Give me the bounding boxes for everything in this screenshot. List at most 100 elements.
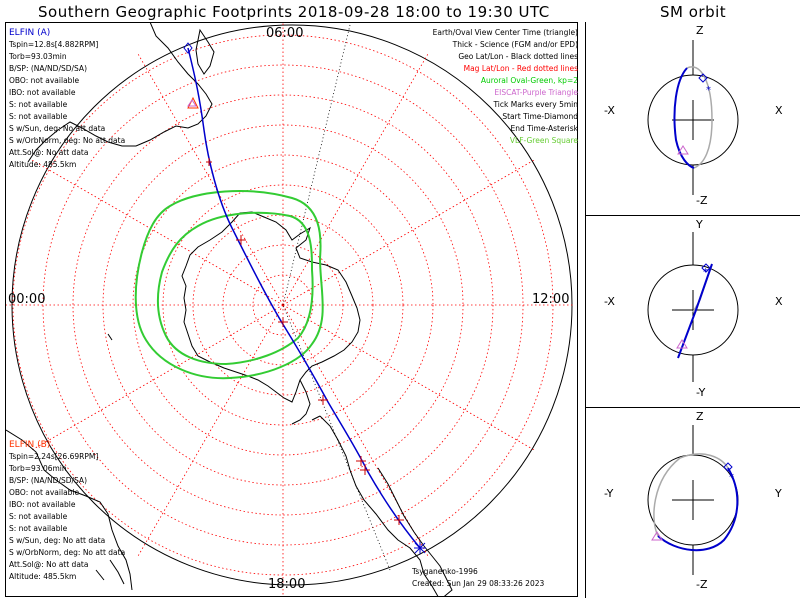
sm3-top-label: Z [696,410,704,423]
south-america-outline [311,415,439,596]
elfin-b-info-line: Att.Sol@: No att data [9,560,89,569]
elfin-b-info-line: Torb=93.06min [9,464,67,473]
start-diamond [183,42,193,54]
elfin-b-info-line: OBO: not available [9,488,80,497]
mag-lon-line [137,53,284,306]
hour-label-top: 06:00 [266,26,304,41]
madagascar-outline [195,28,215,75]
elfin-a-info: ELFIN (A) Tspin=12.8s[4.882RPM] Torb=93.0… [9,27,125,171]
geo-grid-lines [282,24,391,571]
sm2-right-label: X [775,295,783,308]
tick-mark [278,317,288,327]
sm2-left-label: -X [604,295,615,308]
elfin-a-info-line: Torb=93.03min [9,52,67,61]
sm2-bottom-label: -Y [696,386,706,399]
antarctica-outline [181,211,361,403]
map-frame [5,22,578,597]
elfin-a-info-line: B/SP: (NA/ND/SD/SA) [9,64,87,73]
australia-outline [6,429,133,591]
tick-mark [360,465,370,475]
mag-lon-line [31,159,284,306]
svg-text:*: * [729,472,734,483]
sm-panel-yz: * [647,425,739,575]
sm3-right-label: Y [775,487,782,500]
mag-lon-line [282,159,535,306]
mag-grid-lines [6,23,573,595]
elfin-a-info-line: Altitude: 485.5km [9,160,77,169]
tick-mark [356,456,366,466]
elfin-a-name: ELFIN (A) [9,28,51,38]
legend-item: Auroral Oval-Green, kp=2 [480,76,578,85]
sm-orbit-title: SM orbit [660,3,727,21]
polar-map [6,23,573,596]
legend: Earth/Oval View Center Time (triangle) Th… [433,27,578,147]
elfin-a-info-line: S w/OrbNorm, deg: No att data [9,136,126,145]
elfin-b-info-line: S w/OrbNorm, deg: No att data [9,548,126,557]
svg-text:*: * [703,267,708,278]
kerguelen-islands [107,333,113,341]
svg-text:*: * [706,85,711,96]
legend-item: Mag Lat/Lon - Red dotted lines [463,64,578,73]
antarctic-peninsula [291,379,311,425]
model-credit: Tsyganenko-1996 [412,567,478,576]
mag-lon-line [282,304,429,557]
auroral-oval-inner [156,211,314,366]
hour-label-right: 12:00 [532,292,570,307]
legend-item: EISCAT-Purple Triangle [494,88,578,97]
elfin-b-info-line: Altitude: 485.5km [9,572,77,581]
elfin-b-info-line: S w/Sun, deg: No att data [9,536,106,545]
sm2-top-label: Y [696,218,703,231]
elfin-b-info-line: S: not available [9,512,68,521]
sm1-top-label: Z [696,24,704,37]
elfin-a-info-line: OBO: not available [9,76,80,85]
elfin-a-info-line: S w/Sun, deg: No att data [9,124,106,133]
elfin-b-info-line: S: not available [9,524,68,533]
new-zealand-outline [95,559,125,585]
eiscat-triangle [187,99,197,107]
tick-mark [318,395,328,405]
tick-mark [394,515,404,525]
map-title: Southern Geographic Footprints 2018-09-2… [38,3,550,21]
elfin-b-info-line: IBO: not available [9,500,76,509]
elfin-a-info-line: Att.Sol@: No att data [9,148,89,157]
sm3-bottom-label: -Z [696,578,708,591]
elfin-b-info: ELFIN (B) Tspin=2.24s[26.69RPM] Torb=93.0… [9,439,125,583]
auroral-oval-outer [134,190,324,380]
mag-lon-line [137,304,284,557]
elfin-b-info-line: Tspin=2.24s[26.69RPM] [9,452,99,461]
tick-mark [206,158,212,166]
south-america-coast [377,467,453,596]
sm3-left-label: -Y [604,487,614,500]
mag-lon-line [282,53,429,306]
mag-lon-line [31,304,284,451]
mag-lat-circle [132,154,434,456]
legend-item: Geo Lat/Lon - Black dotted lines [458,52,578,61]
mag-lat-circle [72,94,494,516]
sm1-right-label: X [775,104,783,117]
legend-item: Earth/Oval View Center Time (triangle) [432,28,578,37]
mag-lat-circle [252,274,314,336]
elfin-a-info-line: S: not available [9,100,68,109]
legend-item: End Time-Asterisk [510,124,578,133]
elfin-b-info-line: B/SP: (NA/ND/SD/SA) [9,476,87,485]
hour-label-left: 00:00 [8,292,46,307]
elfin-a-track [187,47,421,549]
mag-lat-circle [12,34,554,576]
elfin-a-info-line: S: not available [9,112,68,121]
end-asterisk [414,542,426,554]
legend-item: Start Time-Diamond [502,112,578,121]
elfin-a-info-line: Tspin=12.8s[4.882RPM] [9,40,99,49]
sm1-bottom-label: -Z [696,194,708,207]
legend-item: VLF-Green Square [509,136,578,145]
elfin-b-name: ELFIN (B) [9,440,51,450]
track-tick-marks [206,158,404,525]
hour-label-bottom: 18:00 [268,577,306,592]
elfin-a-lines: Tspin=12.8s[4.882RPM] Torb=93.03min B/SP: … [9,39,125,171]
created-timestamp: Created: Sun Jan 29 08:33:26 2023 [412,579,545,588]
tick-mark [236,235,246,245]
mag-lon-line [282,304,535,451]
legend-item: Thick - Science (FGM and/or EPD) [452,40,578,49]
elfin-b-lines: Tspin=2.24s[26.69RPM] Torb=93.06min B/SP: … [9,451,125,583]
sm-panel-xy: * [647,232,739,382]
